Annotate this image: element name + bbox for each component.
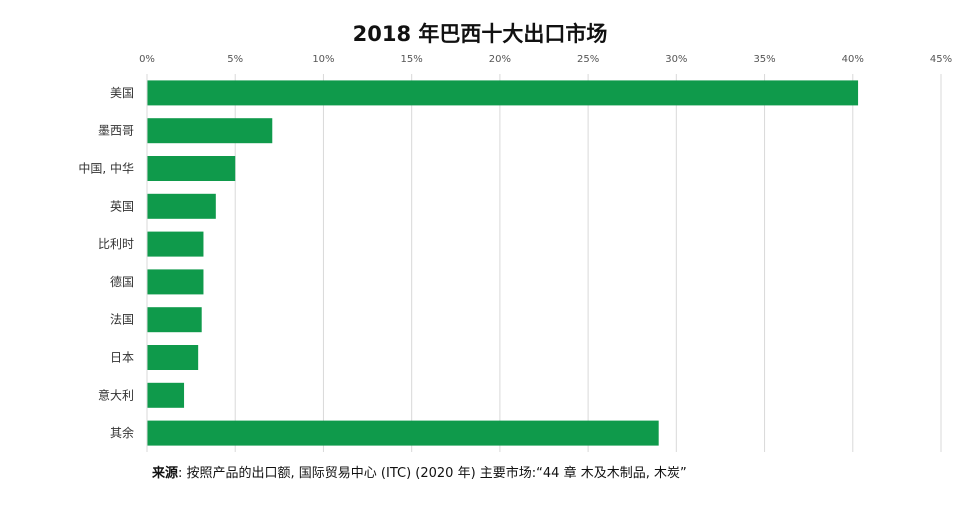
category-label: 日本 bbox=[110, 351, 134, 365]
bar bbox=[147, 193, 216, 219]
bar bbox=[147, 80, 859, 106]
category-label: 美国 bbox=[110, 86, 134, 100]
category-label: 意大利 bbox=[98, 387, 134, 402]
bar bbox=[147, 269, 204, 295]
x-tick-label: 0% bbox=[139, 54, 155, 65]
x-tick-label: 15% bbox=[401, 54, 423, 65]
x-tick-label: 20% bbox=[489, 54, 511, 65]
x-tick-label: 10% bbox=[312, 54, 334, 65]
category-label: 墨西哥 bbox=[98, 124, 134, 138]
bar bbox=[147, 156, 236, 181]
x-tick-label: 25% bbox=[577, 54, 599, 65]
source-text: : 按照产品的出口额, 国际贸易中心 (ITC) (2020 年) 主要市场:“… bbox=[178, 466, 687, 481]
bar bbox=[147, 118, 273, 144]
category-label: 比利时 bbox=[98, 237, 134, 251]
bar bbox=[147, 345, 199, 370]
x-tick-label: 5% bbox=[227, 54, 243, 65]
bar bbox=[147, 420, 659, 446]
bar bbox=[147, 231, 204, 257]
x-tick-label: 40% bbox=[842, 54, 864, 65]
bar bbox=[147, 382, 185, 408]
bar bbox=[147, 307, 202, 333]
category-label: 其余 bbox=[110, 425, 134, 440]
category-label: 法国 bbox=[110, 313, 134, 327]
source-label: 来源 bbox=[152, 466, 179, 481]
x-tick-label: 35% bbox=[753, 54, 775, 65]
x-tick-label: 45% bbox=[930, 54, 952, 65]
source-note: 来源: 按照产品的出口额, 国际贸易中心 (ITC) (2020 年) 主要市场… bbox=[152, 462, 687, 481]
category-label: 德国 bbox=[110, 274, 134, 289]
x-tick-label: 30% bbox=[665, 54, 687, 65]
category-label: 英国 bbox=[110, 199, 134, 213]
category-label: 中国, 中华 bbox=[78, 161, 134, 176]
chart-title: 2018 年巴西十大出口市场 bbox=[352, 22, 608, 46]
